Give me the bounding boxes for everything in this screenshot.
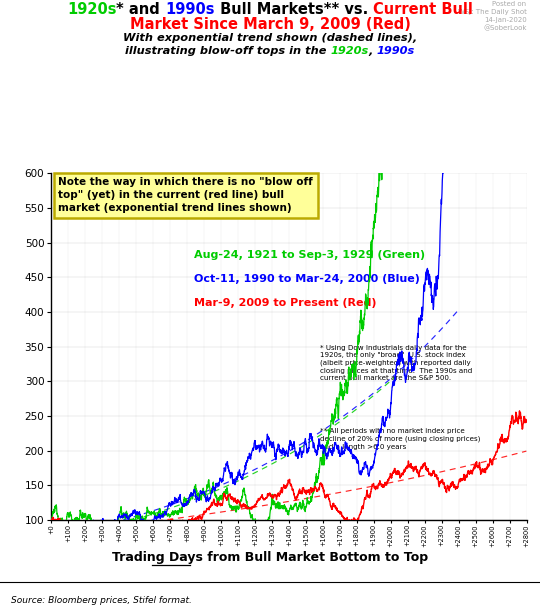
Text: 1920s: 1920s bbox=[330, 46, 369, 56]
Text: 1920s: 1920s bbox=[67, 2, 117, 17]
Text: 1990s: 1990s bbox=[377, 46, 415, 56]
Text: ,: , bbox=[369, 46, 377, 56]
Text: Market Since March 9, 2009 (Red): Market Since March 9, 2009 (Red) bbox=[130, 17, 410, 32]
Text: Source: Bloomberg prices, Stifel format.: Source: Bloomberg prices, Stifel format. bbox=[11, 596, 192, 605]
Text: Posted on
WSJ: The Daily Shot
14-Jan-2020
@SoberLook: Posted on WSJ: The Daily Shot 14-Jan-202… bbox=[457, 1, 526, 31]
Text: Note the way in which there is no "blow off
top" (yet) in the current (: Note the way in which there is no "blow … bbox=[58, 178, 313, 199]
Text: ** All periods with no market index price
decline of 20% of more (using closing : ** All periods with no market index pric… bbox=[320, 428, 480, 449]
Text: With exponential trend shown (dashed lines),: With exponential trend shown (dashed lin… bbox=[123, 33, 417, 43]
Text: Aug-24, 1921 to Sep-3, 1929 (Green): Aug-24, 1921 to Sep-3, 1929 (Green) bbox=[194, 250, 425, 260]
Text: Current Bull: Current Bull bbox=[373, 2, 473, 17]
Text: Note the way in which there is no "blow off
top" (yet) in the current (red line): Note the way in which there is no "blow … bbox=[58, 178, 313, 213]
Text: Oct-11, 1990 to Mar-24, 2000 (Blue): Oct-11, 1990 to Mar-24, 2000 (Blue) bbox=[194, 274, 420, 284]
Text: illustrating blow-off tops in the: illustrating blow-off tops in the bbox=[125, 46, 330, 56]
Text: Trading Days from Bull Market Bottom to Top: Trading Days from Bull Market Bottom to … bbox=[112, 551, 428, 564]
Text: Mar-9, 2009 to Present (Red): Mar-9, 2009 to Present (Red) bbox=[194, 299, 376, 308]
Text: * Using Dow Industrials daily data for the
1920s, the only "broad"  U.S. stock i: * Using Dow Industrials daily data for t… bbox=[320, 345, 472, 381]
Text: * and: * and bbox=[117, 2, 165, 17]
Text: 1990s: 1990s bbox=[165, 2, 215, 17]
Text: Bull Markets** vs.: Bull Markets** vs. bbox=[215, 2, 373, 17]
